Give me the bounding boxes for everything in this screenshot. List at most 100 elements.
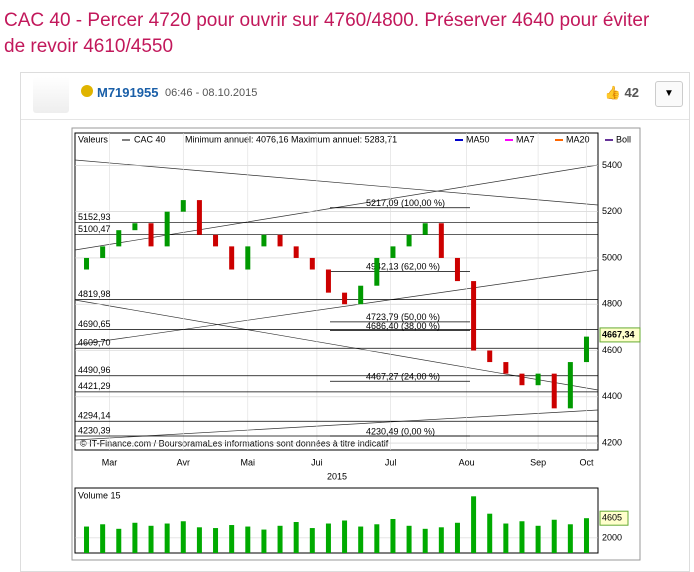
candle-body <box>454 257 460 282</box>
volume-bar <box>325 523 331 553</box>
separator <box>21 119 689 120</box>
candle-body <box>406 234 412 247</box>
volume-bar <box>148 525 154 553</box>
candle-body <box>196 200 202 235</box>
volume-bar <box>535 525 541 553</box>
level-label: 4819,98 <box>78 289 111 299</box>
volume-bar <box>245 526 251 553</box>
level-label: 4230,39 <box>78 425 111 435</box>
candle-body <box>229 246 235 270</box>
volume-bar <box>422 528 428 553</box>
retracement-label: 4942,13 (62,00 %) <box>366 262 440 272</box>
level-label: 4294,14 <box>78 411 111 421</box>
candle-body <box>100 246 106 258</box>
x-label: 2015 <box>327 471 347 481</box>
retracement-label: 4467,27 (24,00 %) <box>366 372 440 382</box>
last-volume-box <box>599 510 629 526</box>
rank-icon <box>81 85 93 97</box>
y-tick-label: 5000 <box>602 252 622 262</box>
range: Minimum annuel: 4076,16 Maximum annuel: … <box>185 134 397 144</box>
volume-bar <box>84 526 90 553</box>
symbol: CAC 40 <box>134 134 166 144</box>
volume-bar <box>583 518 589 553</box>
volume-title: Volume 15 <box>78 490 121 500</box>
candle-body <box>374 257 380 286</box>
legend-label: MA50 <box>466 134 490 144</box>
candle-body <box>358 285 364 305</box>
candle-body <box>309 257 315 270</box>
level-label: 4690,65 <box>78 319 111 329</box>
retracement-label: 4230,49 (0,00 %) <box>366 426 435 436</box>
candle-body <box>487 350 493 363</box>
x-tick-label: Avr <box>177 457 190 467</box>
volume-bar <box>132 522 138 553</box>
candle-body <box>84 257 90 270</box>
y-tick-label: 4400 <box>602 391 622 401</box>
candle-body <box>180 200 186 212</box>
volume-bar <box>567 524 573 553</box>
candle-body <box>438 223 444 258</box>
candle-body <box>567 362 573 409</box>
avatar[interactable] <box>33 77 69 113</box>
x-tick-label: Oct <box>579 457 594 467</box>
footer: © IT-Finance.com / BoursoramaLes informa… <box>80 438 389 448</box>
volume-bar <box>390 518 396 553</box>
candle-body <box>342 292 348 305</box>
likes[interactable]: 👍 42 <box>604 85 639 100</box>
title-line: CAC 40 - Percer 4720 pour ouvrir sur 476… <box>4 10 650 31</box>
legend-label: MA20 <box>566 134 590 144</box>
volume-bar <box>454 522 460 553</box>
candle-body <box>325 269 331 293</box>
y-tick-label: 4600 <box>602 345 622 355</box>
candle-body <box>390 246 396 258</box>
menu-button[interactable]: ▼ <box>655 81 683 107</box>
candle-body <box>293 246 299 258</box>
volume-bar <box>503 523 509 553</box>
level-label: 5100,47 <box>78 224 111 234</box>
level-label: 4609,70 <box>78 338 111 348</box>
volume-bar <box>374 524 380 553</box>
level-label: 5152,93 <box>78 212 111 222</box>
candle-body <box>245 246 251 270</box>
candle-body <box>519 373 525 386</box>
x-tick-label: Sep <box>530 457 546 467</box>
volume-bar <box>196 527 202 553</box>
like-count: 42 <box>624 85 639 100</box>
y-tick-label: 4200 <box>602 437 622 447</box>
candle-body <box>148 223 154 247</box>
volume-bar <box>213 528 219 553</box>
author[interactable]: M7191955 <box>97 85 159 100</box>
last-price-label: 4667,34 <box>602 329 635 339</box>
candle-body <box>164 211 170 247</box>
volume-bar <box>180 521 186 553</box>
candle-body <box>535 373 541 386</box>
volume-bar <box>277 525 283 553</box>
volume-bar <box>342 520 348 553</box>
y-tick-label: 5200 <box>602 206 622 216</box>
x-tick-label: Jul <box>385 457 397 467</box>
volume-bar <box>261 529 267 553</box>
retracement-label: 4723,79 (50,00 %) <box>366 312 440 322</box>
volume-bar <box>551 519 557 553</box>
x-tick-label: Jui <box>311 457 323 467</box>
volume-bar <box>519 521 525 553</box>
post-title: CAC 40 - Percer 4720 pour ouvrir sur 476… <box>4 8 649 60</box>
trendlines <box>74 159 599 441</box>
chart-frame <box>71 127 641 561</box>
volume-bar <box>116 528 122 553</box>
volume-bar <box>293 522 299 553</box>
legend-label: Boll <box>616 134 631 144</box>
x-tick-label: Mar <box>102 457 118 467</box>
candle-body <box>261 234 267 247</box>
level-label: 4421,29 <box>78 381 111 391</box>
candle-body <box>132 223 138 231</box>
volume-bar <box>229 525 235 553</box>
volume-area <box>74 487 599 554</box>
last-volume-label: 4605 <box>602 513 622 523</box>
candle-body <box>583 336 589 363</box>
volume-bar <box>100 524 106 553</box>
candle-body <box>551 373 557 409</box>
x-tick-label: Aou <box>459 457 475 467</box>
candle-body <box>277 234 283 247</box>
